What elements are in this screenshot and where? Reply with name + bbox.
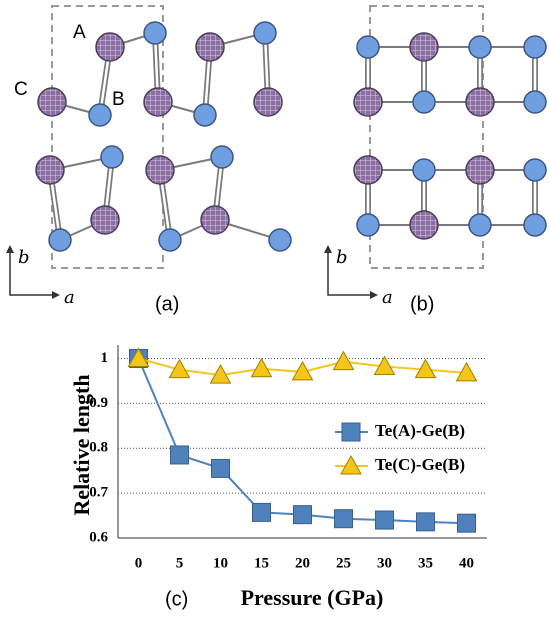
panel-caption: (b)	[410, 293, 434, 315]
x-tick-label: 40	[459, 555, 474, 571]
axis-label: a	[382, 287, 393, 308]
x-tick-label: 35	[418, 555, 433, 571]
atom-label: A	[73, 22, 86, 43]
marker	[334, 352, 354, 370]
y-tick-label: 1	[101, 350, 109, 366]
marker	[171, 446, 189, 464]
x-tick-label: 30	[377, 555, 392, 571]
x-tick-label: 15	[254, 555, 269, 571]
legend-label: Te(C)-Ge(B)	[375, 455, 465, 474]
panel-caption: (c)	[165, 588, 188, 610]
series-line	[139, 358, 467, 523]
atom-label: C	[14, 79, 28, 100]
axis-label: a	[64, 287, 75, 308]
marker	[458, 514, 476, 532]
panel-caption: (a)	[155, 293, 179, 315]
x-tick-label: 0	[135, 555, 143, 571]
marker	[342, 423, 360, 441]
structure-b: b a (b)	[324, 6, 546, 315]
x-tick-label: 20	[295, 555, 310, 571]
axis-label: b	[336, 247, 348, 268]
x-tick-label: 5	[176, 555, 184, 571]
marker	[253, 503, 271, 521]
x-tick-label: 10	[213, 555, 228, 571]
y-tick-label: 0.8	[89, 440, 108, 456]
marker	[417, 513, 435, 531]
atom-label: B	[112, 89, 125, 110]
y-tick-label: 0.9	[89, 395, 108, 411]
structure-a: A B C b a (a)	[6, 6, 291, 315]
figure: A B C b a (a) b a (b) Rela	[0, 0, 549, 615]
marker	[252, 359, 272, 377]
x-tick-label: 25	[336, 555, 351, 571]
marker	[294, 506, 312, 524]
legend-label: Te(A)-Ge(B)	[375, 421, 465, 440]
marker	[376, 511, 394, 529]
marker	[335, 510, 353, 528]
y-tick-label: 0.7	[89, 485, 108, 501]
x-axis-title: Pressure (GPa)	[241, 585, 384, 610]
y-tick-label: 0.6	[89, 529, 108, 545]
axis-label: b	[18, 247, 30, 268]
marker	[212, 459, 230, 477]
